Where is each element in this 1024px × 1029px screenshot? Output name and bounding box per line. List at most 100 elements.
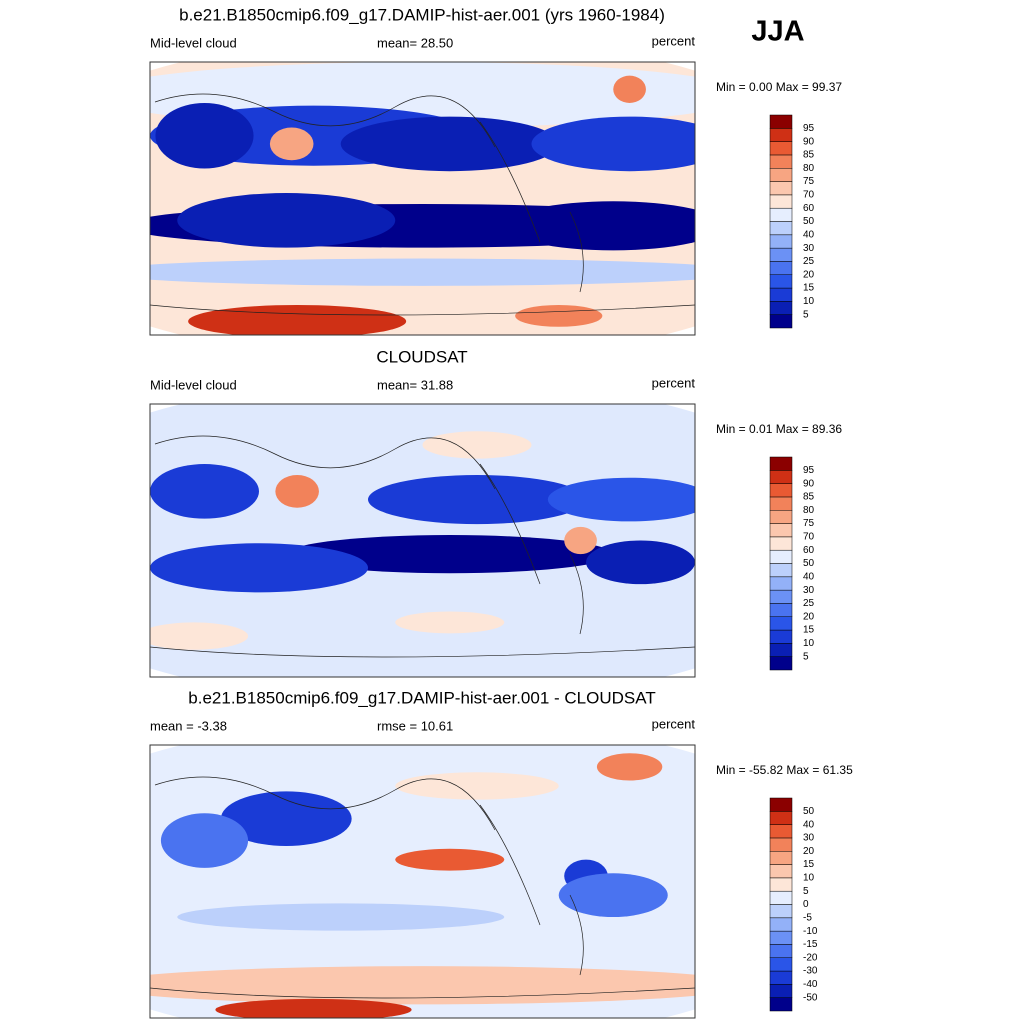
colorbar-box — [769, 168, 793, 182]
colorbar-label: 85 — [803, 492, 815, 503]
colorbar-label: 50 — [803, 558, 815, 569]
panel-units: percent — [652, 375, 696, 390]
colorbar-box — [769, 997, 793, 1012]
field-contour — [395, 848, 505, 871]
field-contour — [547, 477, 695, 522]
colorbar-label: 75 — [803, 518, 815, 529]
colorbar-box — [769, 287, 793, 302]
colorbar-label: 15 — [803, 859, 815, 870]
colorbar-box — [769, 301, 793, 315]
field-contour — [150, 464, 259, 519]
colorbar-box — [769, 274, 793, 289]
colorbar-label: 5 — [803, 886, 809, 897]
field-contour — [215, 998, 412, 1018]
panel-title: CLOUDSAT — [376, 347, 467, 366]
colorbar-box — [769, 917, 793, 932]
colorbar-box — [769, 837, 793, 852]
colorbar-box — [769, 456, 793, 471]
field-contour — [395, 611, 505, 634]
min-max-label: Min = 0.00 Max = 99.37 — [716, 80, 842, 94]
field-contour — [558, 873, 668, 917]
colorbar-label: 30 — [803, 585, 815, 596]
colorbar-box — [769, 656, 793, 671]
field-contour — [613, 75, 646, 103]
colorbar-box — [769, 811, 793, 825]
colorbar-label: 10 — [803, 873, 815, 884]
map-frame — [149, 403, 696, 678]
colorbar-label: 70 — [803, 532, 815, 543]
map-field — [150, 62, 695, 335]
colorbar-label: 70 — [803, 190, 815, 201]
colorbar-label: -15 — [803, 939, 818, 950]
colorbar-box — [769, 589, 793, 604]
colorbar-box — [769, 563, 793, 578]
colorbar-label: 5 — [803, 309, 809, 320]
field-contour — [340, 116, 559, 172]
colorbar-label: 30 — [803, 243, 815, 254]
colorbar-label: 10 — [803, 638, 815, 649]
field-contour — [150, 622, 249, 650]
panel-units: percent — [652, 33, 696, 48]
colorbar-box — [769, 154, 793, 169]
colorbar-box — [769, 470, 793, 484]
colorbar-box — [769, 576, 793, 591]
colorbar-label: 85 — [803, 150, 815, 161]
min-max-label: Min = -55.82 Max = 61.35 — [716, 763, 853, 777]
colorbar-box — [769, 824, 793, 839]
colorbar-box — [769, 957, 793, 972]
colorbar-box — [769, 629, 793, 644]
colorbar-label: 5 — [803, 651, 809, 662]
colorbar-label: 40 — [803, 229, 815, 240]
colorbar-label: 20 — [803, 269, 815, 280]
colorbar-label: 90 — [803, 478, 815, 489]
field-contour — [155, 102, 254, 169]
colorbar-box — [769, 314, 793, 329]
colorbar-box — [769, 234, 793, 249]
colorbar-label: 10 — [803, 296, 815, 307]
colorbar-box — [769, 603, 793, 617]
colorbar-label: -50 — [803, 992, 818, 1003]
colorbar-label: 20 — [803, 611, 815, 622]
colorbar-label: 50 — [803, 806, 815, 817]
colorbar-label: 15 — [803, 283, 815, 294]
colorbar-box — [769, 930, 793, 945]
field-contour — [269, 127, 314, 161]
field-contour — [275, 474, 319, 508]
colorbar-box — [769, 483, 793, 498]
field-contour — [150, 258, 695, 286]
colorbar-label: -10 — [803, 926, 818, 937]
colorbar-label: -20 — [803, 952, 818, 963]
colorbar-box — [769, 616, 793, 631]
colorbar-label: 60 — [803, 545, 815, 556]
colorbar-box — [769, 141, 793, 156]
field-contour — [286, 535, 614, 574]
coastline — [150, 93, 695, 316]
panel-title: b.e21.B1850cmip6.f09_g17.DAMIP-hist-aer.… — [188, 688, 655, 707]
coastline — [150, 776, 695, 999]
field-contour — [177, 193, 396, 248]
season-label: JJA — [751, 16, 804, 48]
colorbar-label: 25 — [803, 256, 815, 267]
colorbar-label: 75 — [803, 176, 815, 187]
field-contour — [395, 772, 559, 800]
field-contour — [596, 753, 663, 781]
colorbar-box — [769, 944, 793, 958]
map-field — [150, 404, 695, 677]
field-contour — [188, 304, 407, 335]
colorbar-box — [769, 536, 793, 551]
colorbar-label: 80 — [803, 505, 815, 516]
colorbar-box — [769, 643, 793, 657]
colorbar-box — [769, 207, 793, 222]
colorbar-box — [769, 984, 793, 998]
field-contour — [177, 903, 505, 931]
colorbar-box — [769, 549, 793, 564]
field-contour — [150, 543, 368, 593]
field-contour — [422, 431, 532, 459]
colorbar-label: 95 — [803, 465, 815, 476]
map-field — [150, 745, 695, 1018]
field-contour — [564, 526, 597, 555]
colorbar-label: 20 — [803, 846, 815, 857]
colorbar-box — [769, 128, 793, 142]
colorbar-label: 90 — [803, 136, 815, 147]
field-contour — [220, 791, 352, 847]
